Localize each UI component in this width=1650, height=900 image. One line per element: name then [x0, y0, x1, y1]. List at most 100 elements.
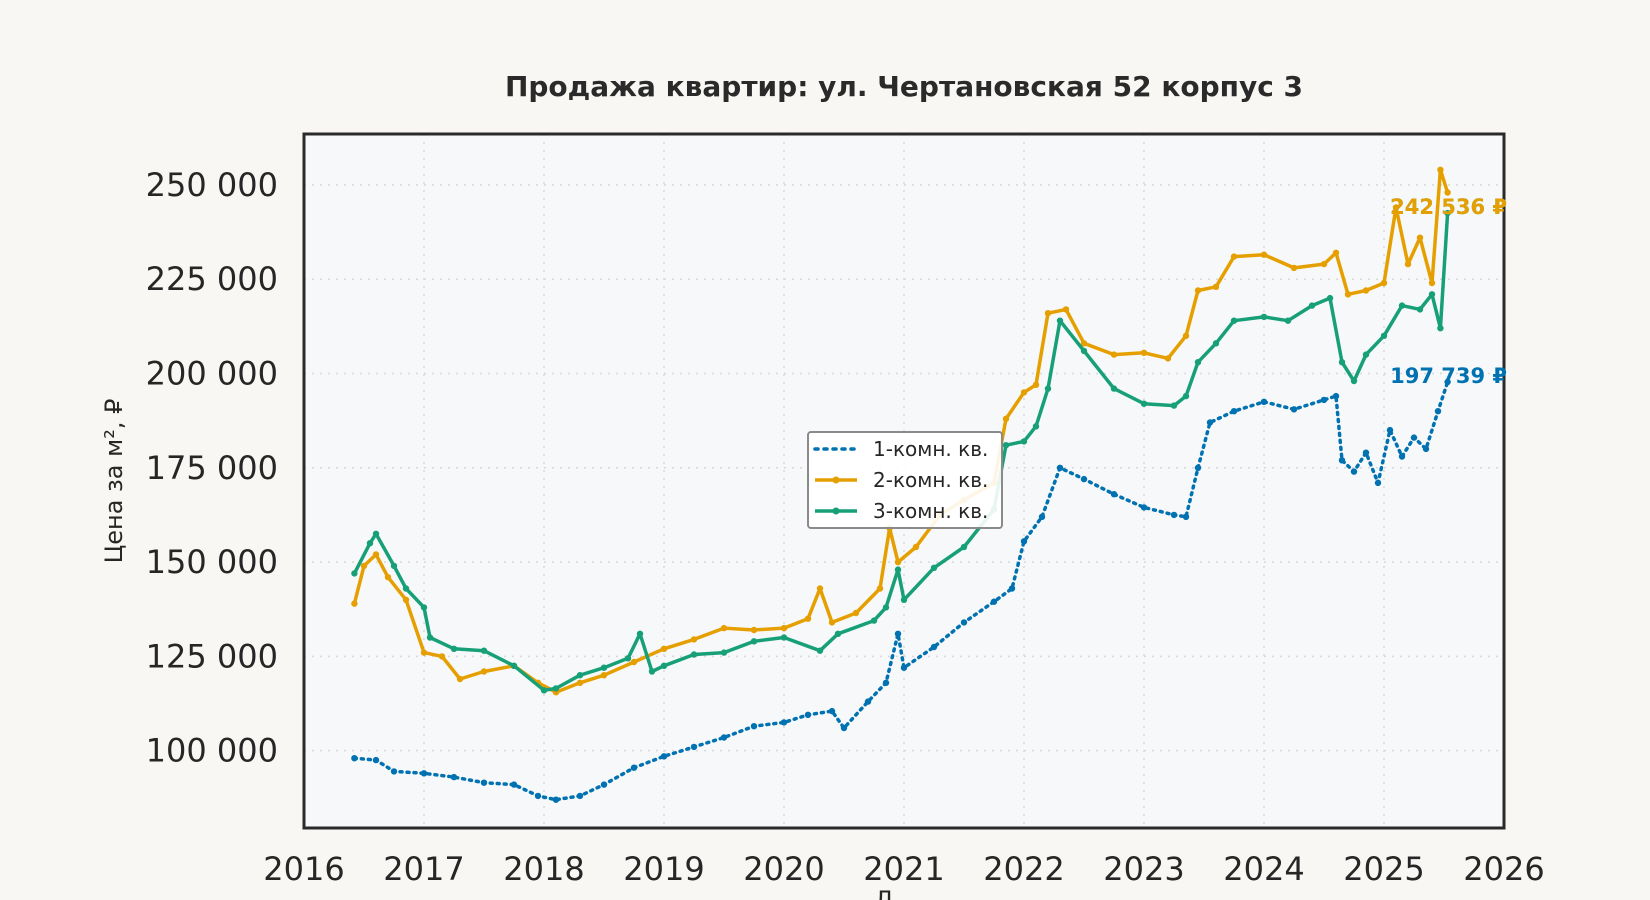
data-point	[1056, 464, 1064, 471]
data-point	[1326, 294, 1334, 302]
data-point	[1362, 287, 1370, 294]
data-point	[600, 672, 608, 679]
data-point	[876, 585, 884, 592]
data-point	[384, 574, 392, 581]
data-point	[1338, 359, 1346, 366]
axis-ticks: 2016 2017 2018 2019 2020 2021 2022 2023 2024 2025…	[146, 166, 1545, 888]
data-point	[894, 630, 902, 637]
data-point	[1350, 377, 1358, 385]
x-tick-label: 2022	[983, 850, 1064, 888]
data-point	[1110, 351, 1118, 358]
x-tick-label: 2018	[503, 850, 584, 888]
data-point	[1380, 332, 1388, 339]
data-point	[960, 543, 968, 551]
legend-label-2: 2-комн. кв.	[873, 468, 988, 492]
data-point	[390, 562, 398, 570]
data-point	[1194, 359, 1202, 366]
data-point	[1386, 426, 1394, 434]
legend-entry-2: 2-комн. кв.	[815, 468, 988, 492]
data-point	[828, 619, 836, 626]
data-point	[402, 585, 410, 592]
data-point	[1260, 251, 1268, 258]
data-point	[1194, 287, 1202, 294]
data-point	[864, 698, 872, 705]
data-point	[1002, 442, 1010, 449]
data-point	[720, 624, 728, 632]
data-point	[1194, 464, 1202, 471]
data-point	[552, 796, 560, 803]
data-point	[1332, 392, 1340, 400]
x-tick-label: 2026	[1463, 850, 1544, 888]
data-point	[1182, 332, 1190, 339]
data-point	[1416, 234, 1424, 241]
data-point	[1008, 585, 1016, 592]
data-point	[804, 711, 812, 718]
data-point	[1434, 408, 1442, 415]
data-point	[1320, 396, 1328, 404]
data-point	[372, 756, 380, 764]
legend-entry-1: 1-комн. кв.	[813, 437, 988, 461]
y-tick-label: 150 000	[146, 543, 278, 581]
data-point	[1410, 434, 1418, 441]
data-point	[690, 651, 698, 658]
data-point	[816, 647, 824, 654]
data-point	[456, 675, 464, 683]
data-point	[1032, 423, 1040, 430]
data-point	[630, 764, 638, 771]
data-point	[1284, 317, 1292, 324]
data-point	[480, 779, 488, 786]
data-point	[1212, 283, 1220, 290]
data-point	[1308, 302, 1316, 309]
legend-box	[807, 431, 1003, 529]
legend-marker-3	[832, 507, 840, 515]
data-point	[720, 649, 728, 656]
data-point	[420, 649, 428, 656]
data-point	[660, 753, 668, 760]
y-tick-label: 250 000	[146, 166, 278, 204]
data-point	[870, 617, 878, 624]
data-point	[1230, 408, 1238, 415]
data-point	[1230, 253, 1238, 260]
data-point	[900, 664, 908, 671]
data-point	[1080, 475, 1088, 483]
data-point	[1437, 325, 1444, 332]
data-point	[510, 662, 518, 669]
data-point	[450, 645, 458, 652]
data-point	[690, 636, 698, 643]
data-point	[1374, 479, 1382, 487]
data-point	[480, 647, 488, 654]
data-point	[1428, 279, 1436, 287]
data-point	[1444, 378, 1451, 386]
x-tick-label: 2016	[263, 850, 344, 888]
data-point	[912, 543, 920, 551]
series-3	[351, 209, 1451, 694]
data-point	[576, 672, 584, 679]
data-point	[1020, 538, 1028, 545]
end-value-annotation: 197 739 ₽	[1390, 364, 1507, 388]
y-tick-label: 225 000	[146, 260, 278, 298]
data-point	[636, 630, 644, 637]
data-point	[804, 615, 812, 622]
data-point	[1020, 438, 1028, 445]
data-point	[420, 604, 428, 611]
legend: 1-комн. кв. 2-комн. кв. 3-комн. кв.	[807, 431, 1003, 529]
data-point	[900, 596, 908, 603]
data-point	[1398, 302, 1406, 309]
legend-label-3: 3-комн. кв.	[873, 499, 988, 523]
data-point	[390, 768, 398, 775]
data-point	[1020, 389, 1028, 396]
data-point	[552, 685, 560, 692]
data-point	[1062, 306, 1070, 313]
data-point	[1404, 260, 1412, 268]
data-point	[834, 630, 842, 637]
data-point	[1140, 349, 1148, 356]
data-point	[780, 634, 788, 641]
data-point	[1110, 491, 1118, 498]
data-point	[1002, 415, 1010, 422]
data-point	[780, 719, 788, 726]
data-point	[882, 604, 890, 611]
data-point	[624, 655, 632, 662]
data-point	[1182, 513, 1190, 520]
data-point	[351, 570, 358, 577]
